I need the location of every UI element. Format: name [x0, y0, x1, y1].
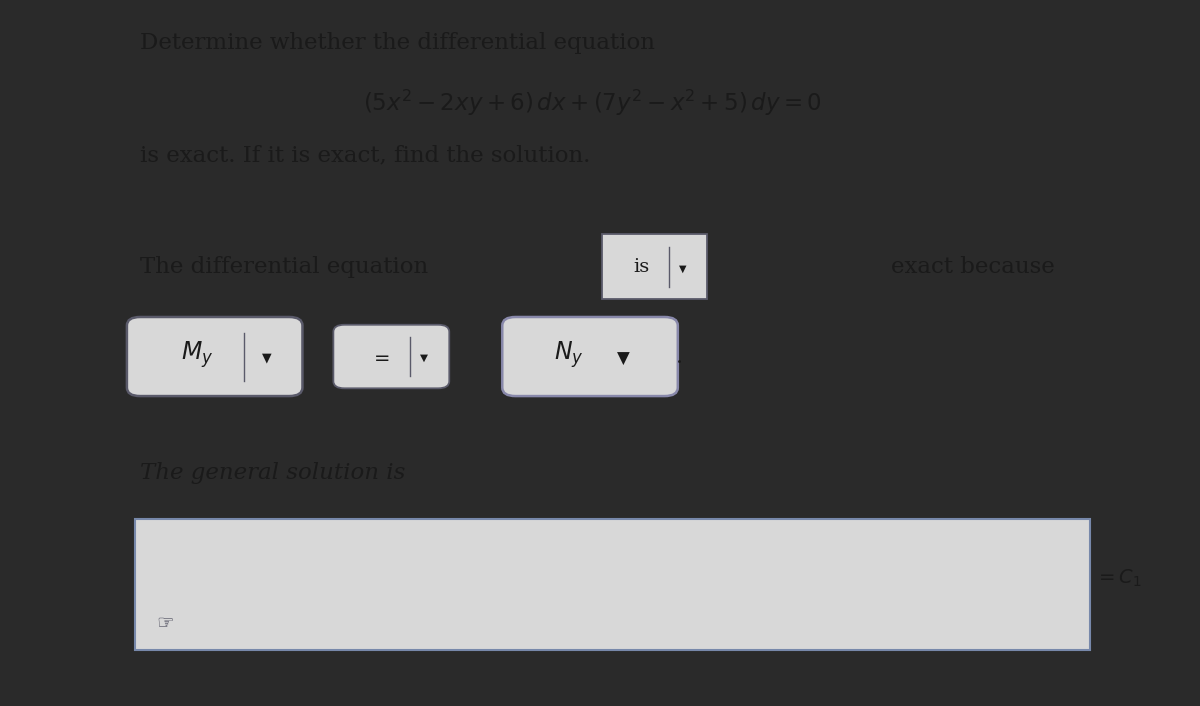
Text: Determine whether the differential equation: Determine whether the differential equat… [140, 32, 655, 54]
Text: $=$: $=$ [370, 347, 390, 366]
Text: $= C_1$: $= C_1$ [1096, 568, 1142, 589]
Text: is exact. If it is exact, find the solution.: is exact. If it is exact, find the solut… [140, 145, 590, 167]
FancyBboxPatch shape [334, 325, 449, 388]
FancyBboxPatch shape [503, 317, 678, 396]
Text: $N_y$: $N_y$ [554, 340, 584, 371]
Text: The differential equation: The differential equation [140, 256, 428, 278]
Text: $(5x^2 - 2xy + 6)\, dx + (7y^2 - x^2 + 5)\, dy = 0$: $(5x^2 - 2xy + 6)\, dx + (7y^2 - x^2 + 5… [364, 88, 822, 119]
Text: ▼: ▼ [678, 263, 686, 273]
FancyBboxPatch shape [134, 519, 1090, 650]
FancyBboxPatch shape [127, 317, 302, 396]
Text: ☞: ☞ [157, 614, 174, 633]
Text: is: is [634, 258, 649, 276]
Text: ▼: ▼ [420, 353, 428, 363]
Text: The general solution is: The general solution is [140, 462, 406, 484]
Text: $M_y$: $M_y$ [181, 340, 212, 371]
Text: ▼: ▼ [262, 352, 271, 364]
Text: ▼: ▼ [617, 349, 629, 368]
Text: exact because: exact because [890, 256, 1055, 278]
Text: .: . [676, 345, 683, 368]
FancyBboxPatch shape [601, 234, 707, 299]
